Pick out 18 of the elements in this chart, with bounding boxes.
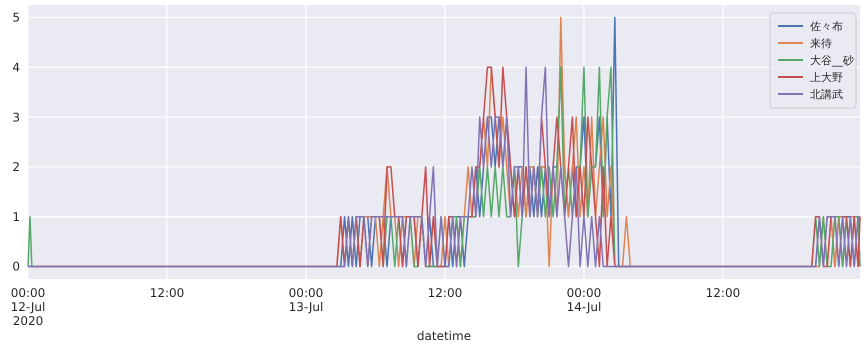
legend-label: 佐々布	[810, 20, 843, 33]
legend-label: 上大野	[810, 70, 843, 84]
legend-label: 大谷__砂	[810, 54, 854, 67]
y-tick-label: 0	[12, 260, 20, 274]
y-tick-label: 1	[12, 210, 20, 224]
y-tick-label: 3	[12, 110, 20, 124]
y-tick-label: 2	[12, 160, 20, 174]
legend-label: 北講武	[810, 88, 843, 101]
x-tick-label: 00:00 12-Jul 2020	[10, 286, 46, 328]
x-tick-label: 12:00	[428, 286, 462, 300]
legend-label: 来待	[810, 36, 832, 50]
x-tick-label: 12:00	[706, 286, 740, 300]
y-tick-label: 4	[12, 60, 20, 74]
x-tick-label: 00:00 13-Jul	[288, 286, 324, 314]
x-axis-title: datetime	[416, 329, 472, 343]
x-tick-label: 12:00	[150, 286, 184, 300]
y-tick-label: 5	[12, 10, 20, 25]
x-tick-label: 00:00 14-Jul	[566, 286, 602, 314]
